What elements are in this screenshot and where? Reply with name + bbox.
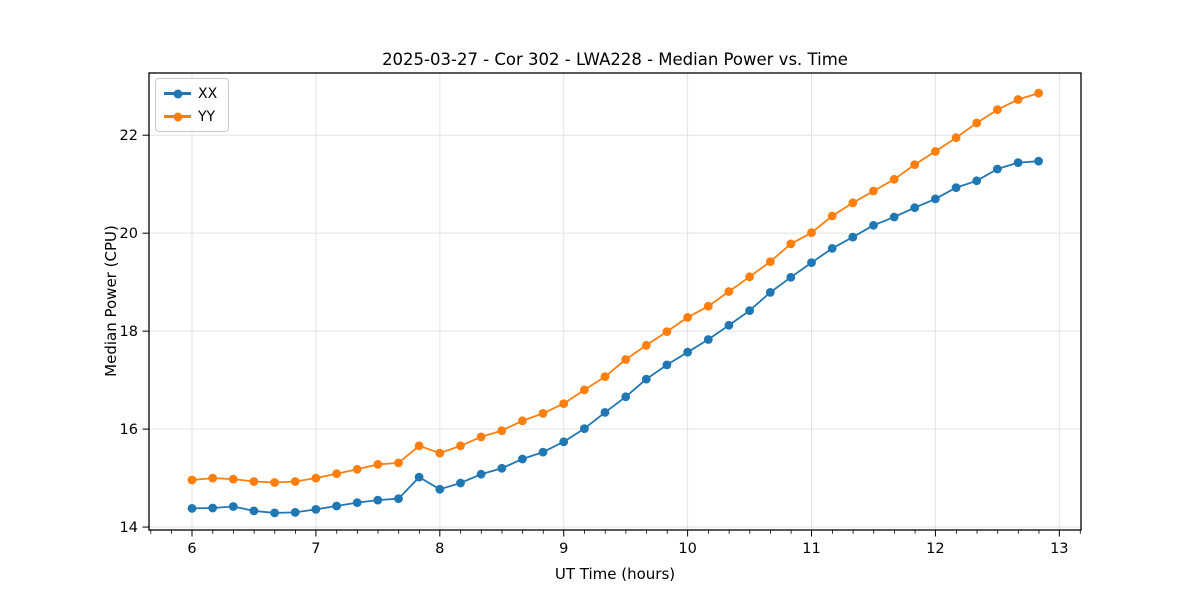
axis-ticks (142, 134, 1060, 537)
x-tick-label: 9 (559, 541, 568, 557)
y-tick-label: 22 (120, 128, 138, 144)
x-tick-labels: 6 7 8 9 10 11 12 13 (187, 541, 1068, 557)
series-line (191, 160, 1039, 514)
y-tick-label: 14 (120, 520, 138, 536)
x-minor-ticks (150, 530, 1081, 534)
legend-marker-dot (173, 89, 182, 98)
x-tick-label: 12 (926, 541, 944, 557)
x-axis-label: UT Time (hours) (554, 565, 676, 583)
series-xx (187, 156, 1043, 518)
legend-line-sample (164, 112, 191, 121)
legend: XX YY (155, 78, 230, 132)
x-tick-label: 8 (435, 541, 444, 557)
y-tick-label: 20 (120, 226, 138, 242)
legend-item-yy: YY (164, 107, 217, 126)
series-line (191, 92, 1039, 484)
plot-border (148, 72, 1082, 531)
legend-line-sample (164, 89, 191, 98)
series-markers (187, 156, 1043, 518)
grid (149, 73, 1081, 530)
legend-item-xx: XX (164, 84, 217, 103)
y-tick-labels: 14 16 18 20 22 (120, 128, 138, 536)
legend-label: YY (198, 108, 216, 125)
y-axis-label: Median Power (CPU) (102, 225, 120, 377)
series-yy (187, 88, 1043, 487)
x-tick-label: 10 (678, 541, 696, 557)
series-markers (187, 88, 1043, 487)
x-tick-label: 13 (1050, 541, 1068, 557)
x-tick-label: 11 (802, 541, 820, 557)
legend-label: XX (198, 85, 218, 102)
x-tick-label: 6 (187, 541, 196, 557)
legend-marker-dot (173, 112, 182, 121)
y-tick-label: 16 (120, 422, 138, 438)
chart-title: 2025-03-27 - Cor 302 - LWA228 - Median P… (382, 50, 848, 69)
x-tick-label: 7 (311, 541, 320, 557)
y-tick-label: 18 (120, 324, 138, 340)
